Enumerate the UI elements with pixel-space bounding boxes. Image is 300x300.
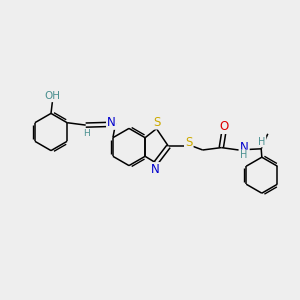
Text: N: N	[240, 140, 248, 154]
Text: OH: OH	[44, 91, 61, 101]
Text: N: N	[107, 116, 116, 129]
Text: H: H	[83, 129, 90, 138]
Text: H: H	[240, 150, 248, 161]
Text: S: S	[154, 116, 161, 129]
Text: S: S	[185, 136, 193, 149]
Text: H: H	[258, 136, 266, 147]
Text: N: N	[151, 163, 160, 176]
Text: O: O	[219, 120, 228, 133]
